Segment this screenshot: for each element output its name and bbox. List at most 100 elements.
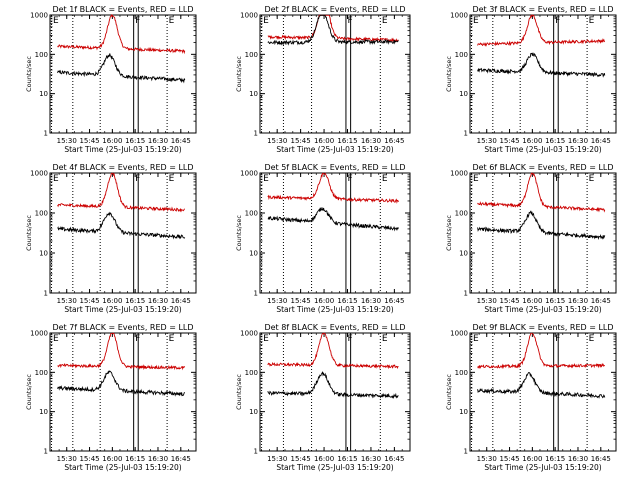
panel-title: Det 5f BLACK = Events, RED = LLD [264,163,405,172]
x-axis-label: Start Time (25-Jul-03 15:19:20) [64,463,181,472]
time-marker-label: E [473,16,479,26]
panel-title: Det 7f BLACK = Events, RED = LLD [52,323,193,332]
time-marker-label: E [169,334,175,344]
y-tick-label: 100 [35,210,48,218]
y-tick-label: 100 [245,369,258,377]
x-tick-label: 15:30 [267,137,287,145]
x-tick-label: 16:30 [361,137,381,145]
panel-title: Det 3f BLACK = Events, RED = LLD [472,5,613,14]
y-tick-label: 10 [249,90,258,98]
x-tick-label: 16:15 [125,297,145,305]
x-tick-label: 15:30 [57,297,77,305]
x-tick-label: 16:15 [545,455,565,463]
y-tick-label: 10 [459,250,468,258]
y-tick-label: 100 [245,210,258,218]
y-tick-label: 10 [39,90,48,98]
y-tick-label: 1 [464,448,468,456]
x-tick-label: 15:45 [79,455,99,463]
plot-frame [469,172,617,294]
y-axis-label: Counts/sec [25,56,33,92]
panel-det-9f: Det 9f BLACK = Events, RED = LLD 1 10 100 10… [445,323,617,472]
panel-title: Det 6f BLACK = Events, RED = LLD [472,163,613,172]
x-tick-label: 16:45 [384,137,404,145]
x-tick-label: 15:30 [477,137,497,145]
x-tick-label: 15:45 [291,297,311,305]
y-tick-label: 100 [455,210,468,218]
y-tick-label: 1000 [240,330,258,338]
y-tick-label: 100 [455,51,468,59]
y-tick-label: 10 [459,90,468,98]
y-axis-label: Counts/sec [235,215,243,251]
plot-frame [259,14,411,134]
y-tick-label: 1 [464,130,468,138]
plot-frame [259,332,411,452]
x-tick-label: 15:45 [291,455,311,463]
x-tick-label: 16:00 [522,137,542,145]
time-marker-label: E [589,174,595,184]
panel-title: Det 1f BLACK = Events, RED = LLD [52,5,193,14]
x-tick-label: 16:45 [591,137,611,145]
y-tick-label: 100 [245,51,258,59]
events-series-line [477,372,606,399]
y-tick-label: 1000 [240,12,258,20]
y-tick-label: 10 [249,250,258,258]
x-axis-label: Start Time (25-Jul-03 15:19:20) [484,145,601,154]
y-tick-label: 1000 [30,330,48,338]
x-axis-label: Start Time (25-Jul-03 15:19:20) [276,463,393,472]
y-tick-label: 1000 [450,12,468,20]
x-axis-label: Start Time (25-Jul-03 15:19:20) [64,145,181,154]
x-axis-label: Start Time (25-Jul-03 15:19:20) [484,305,601,314]
time-marker-label: E [169,16,175,26]
y-tick-label: 1000 [450,170,468,178]
time-marker-label: E [263,16,269,26]
panel-det-5f: Det 5f BLACK = Events, RED = LLD 1 10 100 10… [235,163,411,314]
lld-series-line [57,13,186,55]
lld-series-line [57,172,185,213]
x-tick-label: 16:00 [102,137,122,145]
x-tick-label: 16:45 [171,137,191,145]
y-tick-label: 1 [464,290,468,298]
plot-frame [49,172,197,294]
time-marker-label: E [589,334,595,344]
y-tick-label: 100 [35,51,48,59]
time-marker-label: E [263,334,269,344]
x-tick-label: 16:00 [314,137,334,145]
x-tick-label: 15:45 [79,137,99,145]
time-marker-label: F [347,16,352,26]
x-tick-label: 16:30 [361,455,381,463]
y-axis-label: Counts/sec [445,56,453,92]
x-tick-label: 16:00 [102,297,122,305]
x-axis-label: Start Time (25-Jul-03 15:19:20) [64,305,181,314]
panel-det-8f: Det 8f BLACK = Events, RED = LLD 1 10 100 10… [235,323,411,472]
lld-series-line [477,172,606,213]
y-tick-label: 1 [44,290,48,298]
panel-det-7f: Det 7f BLACK = Events, RED = LLD 1 10 100 10… [25,323,197,472]
x-tick-label: 16:30 [148,297,168,305]
y-tick-label: 10 [39,250,48,258]
y-tick-label: 1 [254,130,258,138]
x-tick-label: 16:00 [522,455,542,463]
x-tick-label: 15:30 [57,455,77,463]
x-tick-label: 16:15 [125,137,145,145]
panel-det-1f: Det 1f BLACK = Events, RED = LLD 1 10 100 10… [25,5,197,154]
time-marker-label: F [347,174,352,184]
x-tick-label: 16:30 [568,297,588,305]
x-tick-label: 16:00 [314,455,334,463]
x-tick-label: 16:30 [148,137,168,145]
lld-series-line [477,14,606,47]
y-axis-label: Counts/sec [25,374,33,410]
lld-series-line [267,14,399,43]
x-tick-label: 16:15 [337,137,357,145]
x-tick-label: 15:30 [267,297,287,305]
plot-frame [49,14,197,134]
time-marker-label: E [53,16,59,26]
panel-det-4f: Det 4f BLACK = Events, RED = LLD 1 10 100 10… [25,163,197,314]
y-tick-label: 1 [44,130,48,138]
x-tick-label: 15:30 [477,297,497,305]
panel-title: Det 9f BLACK = Events, RED = LLD [472,323,613,332]
x-tick-label: 16:30 [361,297,381,305]
y-axis-label: Counts/sec [445,374,453,410]
time-marker-label: E [473,334,479,344]
x-tick-label: 16:15 [337,455,357,463]
